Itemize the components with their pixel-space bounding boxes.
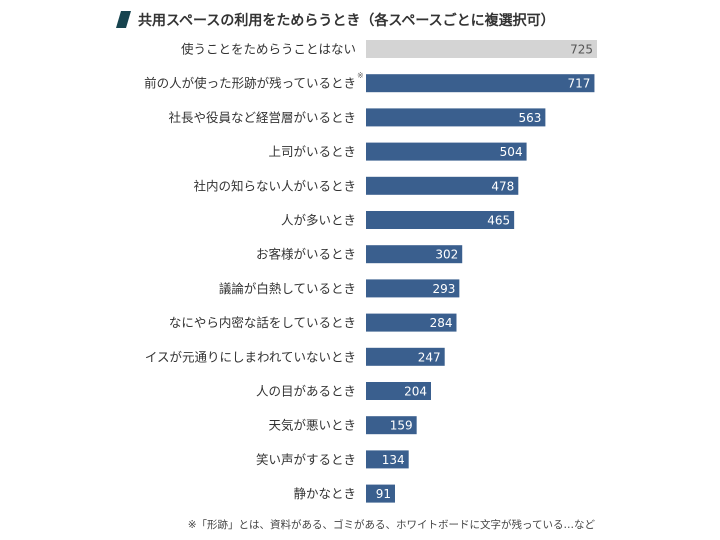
value-label-13: 91 <box>376 487 391 501</box>
bar-3 <box>366 142 527 161</box>
category-label-6: お客様がいるとき <box>256 247 356 262</box>
value-label-8: 284 <box>430 316 453 330</box>
value-label-7: 293 <box>432 282 455 296</box>
title-accent-icon <box>116 11 131 28</box>
bar-9 <box>366 347 445 366</box>
value-label-5: 465 <box>487 214 510 228</box>
bar-5 <box>366 211 515 229</box>
category-label-7: 議論が白熱しているとき <box>219 281 356 296</box>
bar-0 <box>366 40 597 58</box>
bar-4 <box>366 176 519 195</box>
value-label-11: 159 <box>390 419 413 433</box>
category-label-13: 静かなとき <box>293 486 356 501</box>
category-label-11: 天気が悪いとき <box>268 418 356 433</box>
category-label-2: 社長や役員など経営層がいるとき <box>168 110 356 125</box>
bar-12 <box>366 450 409 469</box>
bar-8 <box>366 313 457 332</box>
value-label-9: 247 <box>418 350 441 364</box>
bar-1 <box>366 74 595 93</box>
category-label-0: 使うことをためらうことはない <box>181 42 356 57</box>
category-label-4: 社内の知らない人がいるとき <box>193 178 356 193</box>
bars-group: 使うことをためらうことはない 725 前の人が使った形跡が残っているとき ※ 717 社長… <box>144 40 597 503</box>
category-label-3: 上司がいるとき <box>268 144 356 159</box>
category-label-10: 人の目があるとき <box>256 384 356 399</box>
value-label-0: 725 <box>570 43 593 57</box>
category-label-1: 前の人が使った形跡が残っているとき <box>144 76 356 91</box>
category-label-9: イスが元通りにしまわれていないとき <box>145 349 356 364</box>
bar-10 <box>366 382 431 400</box>
value-label-6: 302 <box>435 248 458 262</box>
value-label-3: 504 <box>500 145 523 159</box>
bar-6 <box>366 245 463 264</box>
value-label-12: 134 <box>382 453 405 467</box>
footnote: ※「形跡」とは、資料がある、ゴミがある、ホワイトボードに文字が残っている…など <box>188 518 596 531</box>
category-label-12: 笑い声がするとき <box>256 452 356 467</box>
bar-7 <box>366 279 460 298</box>
bar-11 <box>366 416 417 435</box>
annotation-mark: ※ <box>357 71 364 80</box>
bar-2 <box>366 108 546 127</box>
category-label-5: 人が多いとき <box>281 213 356 228</box>
bar-13 <box>366 484 395 503</box>
chart-title: 共用スペースの利用をためらうとき（各スペースごとに複選択可） <box>138 12 555 29</box>
value-label-4: 478 <box>491 179 514 193</box>
value-label-2: 563 <box>518 111 541 125</box>
category-label-8: なにやら内密な話をしているとき <box>169 315 356 330</box>
value-label-10: 204 <box>404 385 427 399</box>
value-label-1: 717 <box>568 77 591 91</box>
